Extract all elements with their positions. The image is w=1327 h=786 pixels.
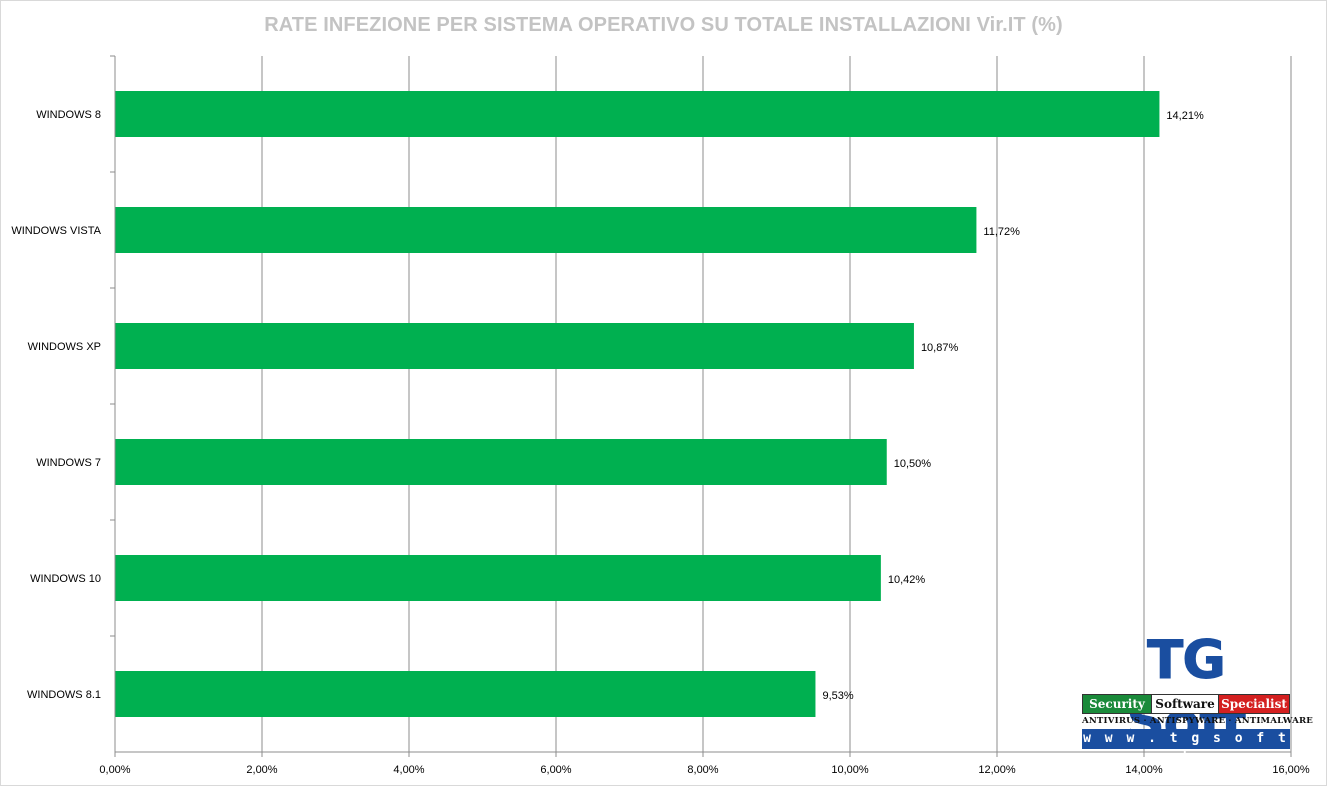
gridlines xyxy=(261,56,1292,752)
bar xyxy=(115,439,887,485)
bar xyxy=(115,323,914,369)
category-label: WINDOWS 8 xyxy=(36,109,101,121)
logo-tagline: ANTIVIRUS · ANTISPYWARE · ANTIMALWARE xyxy=(1082,716,1314,726)
data-label: 14,21% xyxy=(1166,110,1204,122)
x-tick-label: 0,00% xyxy=(99,764,130,776)
x-tick-label: 10,00% xyxy=(831,764,869,776)
data-label: 11,72% xyxy=(983,226,1020,238)
labels: 0,00% 2,00% 4,00% 6,00% 8,00% 10,00% 12,00% 14,… xyxy=(11,109,1310,776)
logo-url: w w w . t g s o f t . i t xyxy=(1082,729,1290,766)
category-label: WINDOWS 10 xyxy=(30,573,101,585)
axes xyxy=(110,55,1292,757)
logo-ribbon: Security Software Specialist xyxy=(1082,694,1290,714)
x-tick-label: 6,00% xyxy=(540,764,571,776)
bar xyxy=(115,207,977,253)
data-label: 10,87% xyxy=(921,342,959,354)
bars xyxy=(115,91,1160,717)
x-tick-label: 2,00% xyxy=(246,764,277,776)
data-label: 9,53% xyxy=(822,690,853,702)
x-tick-label: 16,00% xyxy=(1272,764,1310,776)
category-label: WINDOWS XP xyxy=(28,341,101,353)
bar xyxy=(115,91,1160,137)
data-label: 10,42% xyxy=(888,574,926,586)
bar xyxy=(115,671,816,717)
tgsoft-logo: TG Soft Security Software Specialist ANT… xyxy=(1082,630,1314,766)
x-tick-label: 14,00% xyxy=(1125,764,1163,776)
category-label: WINDOWS 8.1 xyxy=(27,689,101,701)
data-label: 10,50% xyxy=(894,458,932,470)
x-tick-label: 12,00% xyxy=(978,764,1016,776)
ribbon-software: Software xyxy=(1151,695,1219,713)
ribbon-security: Security xyxy=(1083,695,1151,713)
category-label: WINDOWS 7 xyxy=(36,457,101,469)
bar xyxy=(115,555,881,601)
x-tick-label: 4,00% xyxy=(393,764,424,776)
ribbon-specialist: Specialist xyxy=(1219,695,1289,713)
x-tick-label: 8,00% xyxy=(687,764,718,776)
category-label: WINDOWS VISTA xyxy=(11,225,101,237)
chart-title: RATE INFEZIONE PER SISTEMA OPERATIVO SU … xyxy=(264,14,1063,36)
